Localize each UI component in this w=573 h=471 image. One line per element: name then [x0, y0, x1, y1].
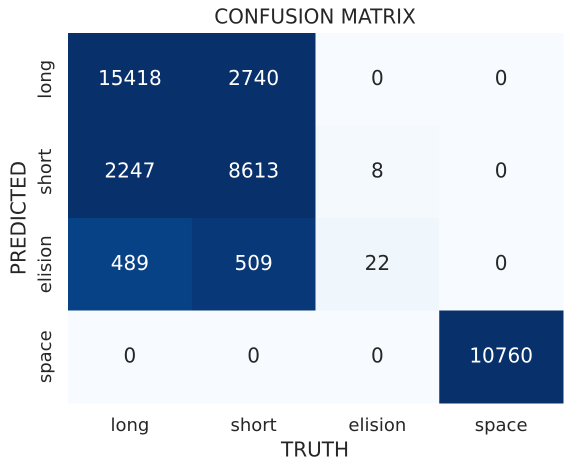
y-axis-title: PREDICTED — [7, 161, 31, 275]
cell-label: 0 — [371, 343, 384, 367]
cell-label: 10760 — [469, 343, 533, 367]
cell-label: 15418 — [98, 66, 162, 90]
heatmap-cell — [439, 218, 564, 311]
cell-label: 0 — [124, 343, 137, 367]
heatmap-cell — [191, 310, 316, 404]
cell-label: 0 — [371, 66, 384, 90]
cell-label: 0 — [495, 251, 508, 275]
x-tick-label: short — [230, 415, 276, 436]
cell-label: 0 — [495, 66, 508, 90]
cell-label: 8613 — [228, 158, 279, 182]
heatmap-cell — [68, 310, 193, 404]
heatmap-cell — [191, 218, 316, 311]
x-tick-label: space — [475, 415, 528, 436]
heatmap-cell — [315, 33, 440, 126]
cell-label: 22 — [365, 251, 390, 275]
y-tick-label: space — [35, 330, 56, 383]
cell-label: 8 — [371, 158, 384, 182]
x-tick-label: long — [110, 415, 149, 436]
heatmap-cell — [191, 125, 316, 219]
y-tick-label: elision — [35, 235, 56, 293]
cell-label: 0 — [495, 158, 508, 182]
x-axis-title: TRUTH — [280, 438, 349, 462]
cell-label: 509 — [235, 251, 273, 275]
heatmap-cell — [315, 125, 440, 219]
cell-label: 2740 — [228, 66, 279, 90]
heatmap-cell — [439, 125, 564, 219]
heatmap-cell — [315, 310, 440, 404]
heatmap-cell — [68, 218, 193, 311]
y-tick-label: short — [35, 149, 56, 195]
heatmap-cell — [191, 33, 316, 126]
heatmap-cell — [68, 33, 193, 126]
heatmap-cell — [315, 218, 440, 311]
heatmap-cell — [439, 310, 564, 404]
y-tick-label: long — [35, 60, 56, 99]
cell-label: 489 — [111, 251, 149, 275]
x-tick-label: elision — [348, 415, 406, 436]
cell-label: 0 — [247, 343, 260, 367]
heatmap-cell — [439, 33, 564, 126]
cell-label: 2247 — [104, 158, 155, 182]
heatmap-cell — [68, 125, 193, 219]
chart-title: CONFUSION MATRIX — [214, 5, 416, 29]
